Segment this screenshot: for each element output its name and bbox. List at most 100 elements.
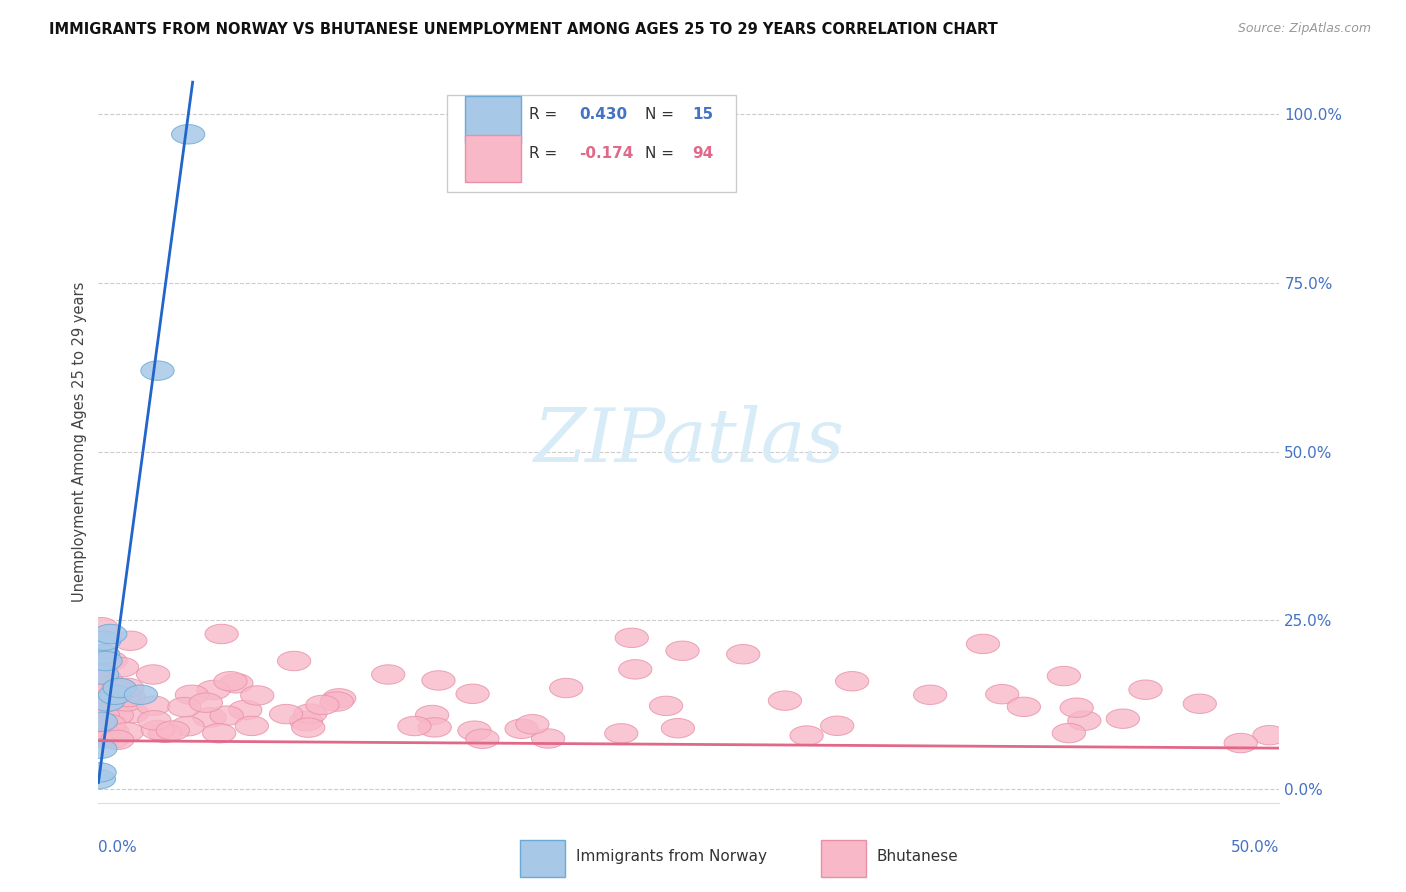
PathPatch shape [456, 684, 489, 704]
PathPatch shape [172, 125, 205, 144]
PathPatch shape [103, 678, 135, 698]
PathPatch shape [322, 689, 356, 708]
PathPatch shape [87, 667, 121, 687]
PathPatch shape [209, 706, 243, 725]
PathPatch shape [666, 641, 699, 660]
Text: -0.174: -0.174 [579, 146, 634, 161]
PathPatch shape [136, 665, 170, 684]
PathPatch shape [138, 711, 172, 730]
PathPatch shape [84, 727, 118, 747]
PathPatch shape [124, 685, 157, 705]
Text: 94: 94 [693, 146, 714, 161]
PathPatch shape [193, 707, 226, 727]
PathPatch shape [100, 706, 134, 725]
PathPatch shape [1253, 725, 1286, 745]
PathPatch shape [87, 631, 121, 650]
PathPatch shape [86, 706, 120, 724]
PathPatch shape [148, 723, 181, 742]
PathPatch shape [98, 692, 132, 712]
FancyBboxPatch shape [464, 136, 522, 182]
PathPatch shape [197, 681, 231, 699]
PathPatch shape [156, 721, 190, 740]
PathPatch shape [110, 723, 143, 742]
PathPatch shape [84, 617, 118, 637]
PathPatch shape [1060, 698, 1094, 717]
FancyBboxPatch shape [520, 840, 565, 877]
PathPatch shape [84, 739, 117, 758]
Text: Bhutanese: Bhutanese [877, 849, 959, 864]
PathPatch shape [821, 716, 853, 736]
Text: ZIPatlas: ZIPatlas [533, 405, 845, 478]
PathPatch shape [83, 770, 115, 789]
PathPatch shape [291, 718, 325, 738]
PathPatch shape [86, 645, 118, 664]
PathPatch shape [96, 723, 129, 742]
PathPatch shape [1047, 666, 1081, 686]
PathPatch shape [111, 688, 145, 706]
PathPatch shape [458, 721, 491, 740]
PathPatch shape [89, 651, 122, 671]
PathPatch shape [616, 628, 648, 648]
Text: IMMIGRANTS FROM NORWAY VS BHUTANESE UNEMPLOYMENT AMONG AGES 25 TO 29 YEARS CORRE: IMMIGRANTS FROM NORWAY VS BHUTANESE UNEM… [49, 22, 998, 37]
PathPatch shape [605, 723, 638, 743]
PathPatch shape [229, 700, 262, 720]
PathPatch shape [1052, 723, 1085, 743]
PathPatch shape [86, 665, 118, 684]
PathPatch shape [94, 624, 127, 644]
PathPatch shape [141, 361, 174, 380]
PathPatch shape [86, 680, 118, 699]
Text: Immigrants from Norway: Immigrants from Norway [575, 849, 766, 864]
Text: 0.0%: 0.0% [98, 840, 138, 855]
PathPatch shape [114, 631, 148, 650]
PathPatch shape [83, 763, 117, 782]
PathPatch shape [86, 722, 120, 741]
PathPatch shape [290, 712, 323, 731]
FancyBboxPatch shape [821, 840, 866, 877]
PathPatch shape [1184, 694, 1216, 714]
PathPatch shape [1107, 709, 1139, 729]
PathPatch shape [398, 716, 432, 736]
PathPatch shape [768, 691, 801, 710]
PathPatch shape [176, 685, 208, 705]
PathPatch shape [214, 672, 247, 691]
PathPatch shape [91, 690, 125, 708]
PathPatch shape [727, 645, 759, 664]
PathPatch shape [914, 685, 946, 705]
PathPatch shape [136, 696, 170, 715]
PathPatch shape [531, 729, 565, 748]
PathPatch shape [235, 716, 269, 736]
FancyBboxPatch shape [464, 96, 522, 144]
PathPatch shape [110, 691, 143, 711]
PathPatch shape [190, 693, 222, 713]
PathPatch shape [294, 704, 328, 723]
PathPatch shape [87, 645, 120, 664]
PathPatch shape [277, 651, 311, 671]
PathPatch shape [101, 731, 134, 749]
PathPatch shape [835, 672, 869, 691]
PathPatch shape [371, 665, 405, 684]
PathPatch shape [270, 705, 302, 723]
PathPatch shape [619, 660, 652, 679]
PathPatch shape [516, 714, 550, 734]
PathPatch shape [103, 678, 136, 698]
PathPatch shape [90, 672, 124, 691]
PathPatch shape [305, 695, 339, 714]
PathPatch shape [83, 676, 115, 696]
PathPatch shape [505, 719, 538, 739]
Text: 0.430: 0.430 [579, 107, 627, 122]
Text: R =: R = [530, 107, 562, 122]
PathPatch shape [205, 624, 238, 644]
PathPatch shape [167, 698, 201, 717]
PathPatch shape [84, 712, 118, 731]
PathPatch shape [93, 714, 127, 734]
PathPatch shape [986, 684, 1019, 704]
PathPatch shape [416, 706, 449, 724]
PathPatch shape [966, 634, 1000, 654]
PathPatch shape [790, 726, 824, 746]
PathPatch shape [418, 718, 451, 737]
PathPatch shape [219, 673, 253, 693]
PathPatch shape [83, 708, 115, 728]
PathPatch shape [202, 723, 236, 743]
Text: N =: N = [645, 107, 679, 122]
Text: R =: R = [530, 146, 562, 161]
